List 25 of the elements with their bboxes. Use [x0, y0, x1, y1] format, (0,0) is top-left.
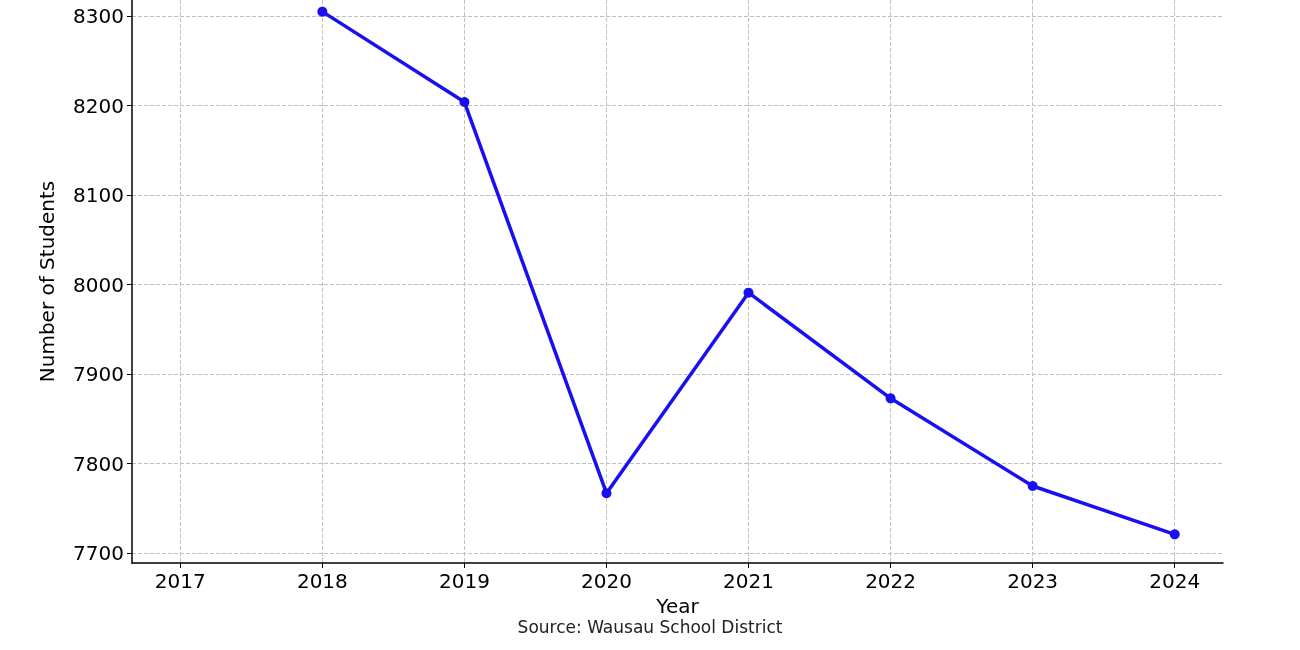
source-note: Source: Wausau School District: [517, 616, 783, 637]
y-tick-label: 8200: [73, 93, 124, 118]
y-tick-label: 8000: [73, 272, 124, 297]
y-tick-label: 8300: [73, 4, 124, 29]
x-tick-label: 2022: [865, 569, 917, 593]
x-tick-label: 2020: [581, 569, 632, 593]
x-tick-label: 2017: [154, 569, 206, 593]
y-axis-title: Number of Students: [35, 180, 59, 383]
y-tick-label: 8100: [73, 183, 124, 208]
y-tick-label: 7900: [73, 362, 124, 387]
x-tick-label: 2023: [1007, 569, 1059, 593]
x-tick-label: 2024: [1149, 569, 1201, 593]
x-tick-label: 2021: [723, 569, 774, 593]
point: [885, 393, 896, 404]
x-tick-label: 2018: [296, 569, 348, 593]
point: [317, 6, 328, 17]
point: [743, 287, 754, 298]
point: [1169, 529, 1180, 540]
y-tick-label: 7800: [73, 451, 124, 476]
x-axis-title: Year: [655, 593, 700, 618]
y-tick-label: 7700: [73, 541, 124, 566]
point: [459, 97, 470, 108]
point: [601, 488, 612, 499]
point: [1027, 481, 1038, 492]
x-tick-label: 2019: [438, 569, 490, 593]
